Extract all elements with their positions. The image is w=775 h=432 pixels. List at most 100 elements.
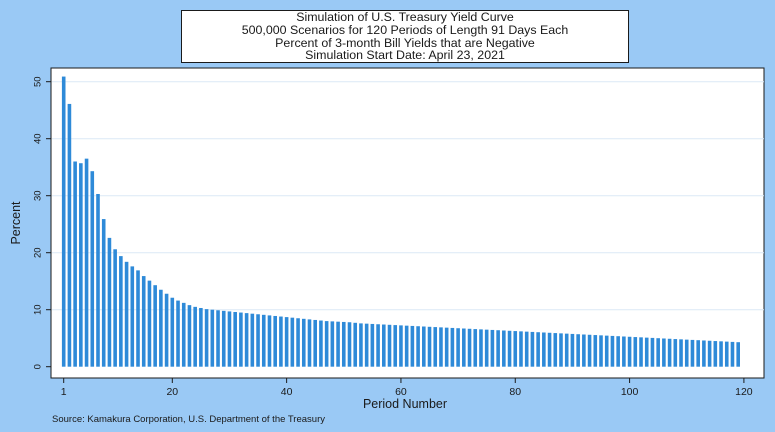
bar-period-56	[376, 324, 380, 367]
bar-period-62	[410, 325, 415, 367]
bar-period-35	[256, 314, 260, 367]
bar-period-89	[564, 333, 569, 367]
bar-period-54	[364, 323, 369, 367]
bar-period-40	[284, 317, 289, 367]
bar-period-33	[244, 313, 249, 367]
bar-period-57	[382, 324, 386, 367]
chart-title-box: Simulation of U.S. Treasury Yield Curve …	[181, 10, 629, 63]
bar-period-103	[644, 337, 649, 367]
bar-period-117	[724, 341, 729, 367]
bar-period-83	[530, 331, 535, 367]
bar-period-3	[73, 161, 77, 367]
bar-series	[61, 76, 740, 367]
bar-period-79	[507, 330, 512, 367]
bar-period-7	[96, 193, 100, 367]
bar-period-30	[227, 311, 232, 367]
bar-period-112	[696, 340, 700, 367]
bar-period-107	[667, 338, 672, 367]
bar-period-104	[650, 337, 655, 367]
bar-period-2	[67, 103, 72, 367]
bar-period-110	[684, 339, 689, 367]
bar-period-59	[393, 325, 398, 367]
bar-period-63	[416, 326, 420, 367]
grid-lines	[51, 81, 764, 311]
y-tick-label-30: 30	[33, 190, 44, 201]
bar-period-50	[341, 321, 346, 367]
y-tick-label-10: 10	[33, 304, 44, 315]
x-axis: 1 20 40 60 80 100 120	[51, 377, 764, 398]
bar-period-100	[627, 336, 632, 367]
bar-period-74	[479, 329, 483, 367]
bar-period-6	[90, 171, 95, 367]
bar-period-88	[559, 333, 563, 367]
bar-period-53	[359, 323, 363, 367]
bar-period-75	[484, 329, 489, 367]
bar-period-5	[84, 158, 89, 367]
bar-period-14	[136, 270, 140, 367]
bar-period-22	[181, 302, 186, 367]
bar-period-38	[273, 315, 277, 367]
bar-period-97	[610, 335, 615, 367]
bar-period-13	[130, 266, 135, 367]
x-tick-label-60: 60	[395, 386, 407, 398]
bar-period-108	[673, 339, 678, 367]
bar-period-18	[159, 289, 163, 367]
bar-period-105	[656, 338, 660, 367]
bar-period-24	[193, 306, 197, 367]
bar-period-43	[301, 318, 306, 367]
bar-period-92	[582, 334, 586, 367]
bar-period-111	[690, 339, 695, 367]
bar-period-113	[702, 340, 706, 367]
bar-period-90	[570, 333, 575, 367]
title-line-1: Simulation of U.S. Treasury Yield Curve	[296, 10, 514, 25]
bar-period-37	[267, 315, 272, 367]
bar-period-41	[290, 317, 295, 367]
bar-period-48	[330, 321, 335, 367]
bar-period-21	[176, 300, 180, 367]
bar-period-28	[216, 310, 220, 367]
bar-period-70	[456, 328, 460, 367]
bar-period-20	[170, 297, 175, 367]
bar-period-15	[141, 276, 146, 367]
bar-period-55	[370, 323, 375, 367]
bar-period-77	[496, 330, 500, 367]
bar-period-84	[536, 332, 540, 367]
y-tick-label-40: 40	[33, 133, 44, 144]
bar-period-93	[587, 334, 592, 367]
bar-period-115	[713, 341, 718, 367]
bar-period-61	[404, 325, 409, 367]
bar-period-58	[387, 324, 392, 367]
bar-period-82	[524, 331, 529, 367]
bar-period-94	[593, 335, 598, 367]
bar-period-42	[296, 318, 300, 367]
bar-period-12	[124, 261, 129, 367]
bar-period-66	[433, 327, 438, 367]
y-tick-label-0: 0	[33, 364, 44, 369]
title-line-3: Percent of 3-month Bill Yields that are …	[275, 35, 535, 50]
bar-period-29	[221, 310, 226, 367]
title-line-4: Simulation Start Date: April 23, 2021	[305, 48, 505, 63]
bar-period-76	[490, 329, 495, 367]
x-tick-label-80: 80	[509, 386, 521, 398]
bar-period-101	[633, 337, 638, 367]
bar-period-9	[107, 237, 112, 367]
bar-period-47	[324, 321, 329, 367]
bar-period-4	[79, 163, 83, 367]
x-tick-label-120: 120	[735, 386, 753, 398]
bar-period-71	[462, 328, 466, 367]
bar-period-85	[542, 332, 546, 367]
bar-period-1	[61, 76, 66, 367]
source-note: Source: Kamakura Corporation, U.S. Depar…	[52, 414, 325, 425]
bar-period-25	[199, 307, 203, 367]
bar-period-49	[336, 321, 340, 367]
bar-period-11	[119, 256, 123, 367]
bar-period-45	[313, 319, 317, 367]
bar-period-118	[730, 341, 735, 367]
y-tick-label-50: 50	[33, 76, 44, 87]
bar-period-67	[439, 327, 443, 367]
y-axis: 0 10 20 30 40 50	[33, 68, 52, 378]
x-tick-label-100: 100	[621, 386, 639, 398]
bar-period-95	[599, 335, 603, 367]
y-axis-label: Percent	[9, 201, 23, 245]
